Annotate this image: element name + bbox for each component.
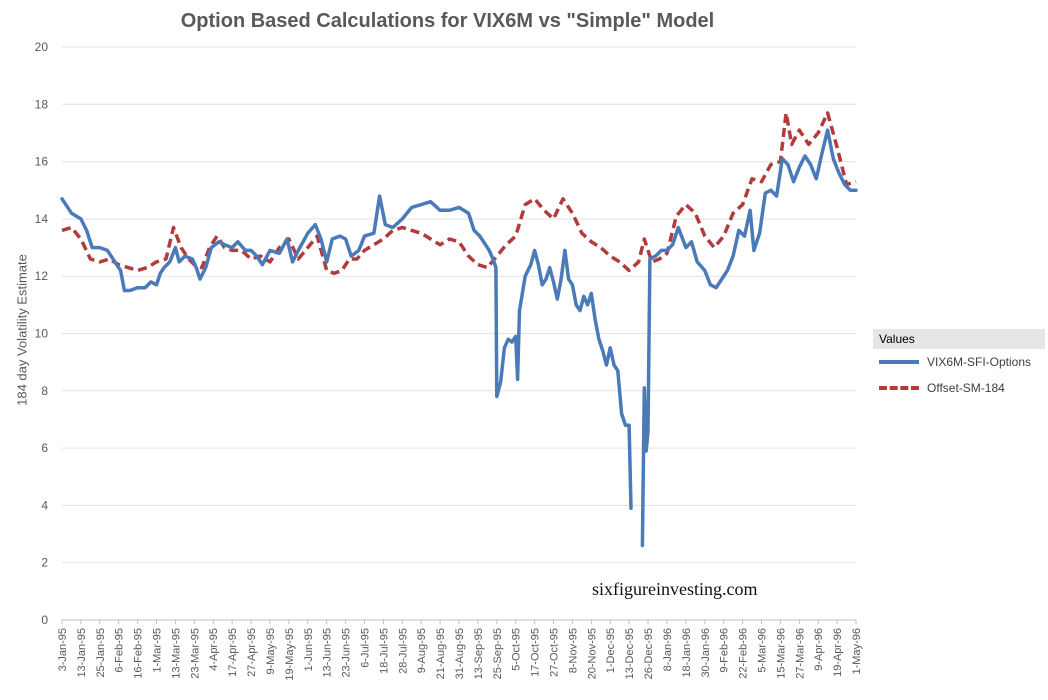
y-tick-label: 14	[35, 212, 49, 226]
y-tick-label: 18	[35, 97, 49, 111]
x-tick-label: 13-Dec-95	[624, 628, 636, 679]
gridlines	[62, 46, 856, 621]
x-tick-label: 4-Apr-95	[208, 628, 220, 671]
x-tick-label: 8-Jan-96	[662, 628, 674, 671]
x-tick-label: 13-Jun-95	[322, 628, 334, 678]
series-line-offset-sm-184	[61, 111, 857, 276]
legend-item-series-1: VIX6M-SFI-Options	[873, 349, 1045, 375]
series-line-vix6m-sfi-options	[640, 128, 858, 548]
x-tick-label: 26-Dec-95	[643, 628, 655, 679]
x-tick-label: 18-Jan-96	[681, 628, 693, 678]
x-tick-label: 15-Mar-96	[775, 628, 787, 679]
y-tick-label: 0	[41, 613, 48, 627]
y-tick-label: 20	[35, 40, 49, 54]
x-tick-label: 18-Jul-95	[378, 628, 390, 674]
x-tick-label: 27-Oct-95	[549, 628, 561, 677]
y-tick-label: 16	[35, 155, 49, 169]
x-tick-label: 16-Feb-95	[133, 628, 145, 679]
x-tick-label: 25-Jan-95	[95, 628, 107, 678]
x-tick-label: 1-Mar-95	[152, 628, 164, 673]
x-tick-label: 19-May-95	[284, 628, 296, 681]
x-tick-label: 23-Mar-95	[189, 628, 201, 679]
x-tick-label: 27-Apr-95	[246, 628, 258, 677]
x-tick-label: 13-Jan-95	[76, 628, 88, 678]
x-tick-label: 9-Aug-95	[416, 628, 428, 673]
x-tick-label: 3-Jan-95	[57, 628, 69, 671]
x-axis-ticks: 3-Jan-95 13-Jan-95 25-Jan-95 6-Feb-95 16-Feb…	[57, 620, 863, 681]
x-tick-label: 9-Feb-96	[719, 628, 731, 673]
x-tick-label: 1-Dec-95	[605, 628, 617, 673]
x-tick-label: 19-Apr-96	[832, 628, 844, 677]
x-tick-label: 22-Feb-96	[738, 628, 750, 679]
y-tick-label: 2	[41, 556, 48, 570]
x-tick-label: 5-Oct-95	[511, 628, 523, 671]
x-tick-label: 20-Nov-95	[586, 628, 598, 679]
legend-label: VIX6M-SFI-Options	[927, 355, 1032, 369]
chart-title: Option Based Calculations for VIX6M vs "…	[180, 10, 715, 32]
x-tick-label: 5-Mar-96	[756, 628, 768, 673]
x-tick-label: 1-May-96	[851, 628, 863, 674]
x-tick-label: 31-Aug-95	[454, 628, 466, 679]
legend-swatch-solid	[879, 357, 919, 367]
y-tick-label: 6	[41, 441, 48, 455]
x-tick-label: 6-Jul-95	[359, 628, 371, 668]
x-tick-label: 21-Aug-95	[435, 628, 447, 679]
legend-swatch-dashed	[879, 383, 919, 393]
x-tick-label: 9-Apr-96	[813, 628, 825, 671]
x-tick-label: 28-Jul-95	[397, 628, 409, 674]
x-tick-label: 9-May-95	[265, 628, 277, 674]
x-tick-label: 13-Mar-95	[170, 628, 182, 679]
legend: Values VIX6M-SFI-Options Offset-SM-184	[873, 329, 1045, 409]
x-tick-label: 23-Jun-95	[341, 628, 353, 678]
x-tick-label: 1-Jun-95	[303, 628, 315, 671]
x-tick-label: 6-Feb-95	[114, 628, 126, 673]
y-tick-label: 10	[35, 327, 49, 341]
watermark-text: sixfigureinvesting.com	[592, 579, 758, 599]
x-tick-label: 17-Apr-95	[227, 628, 239, 677]
legend-label: Offset-SM-184	[927, 381, 1005, 395]
y-tick-label: 8	[41, 384, 48, 398]
x-tick-label: 17-Oct-95	[530, 628, 542, 677]
y-axis-ticks: 0 2 4 6 8 10 12 14 16 18 20	[35, 40, 49, 627]
x-tick-label: 13-Sep-95	[473, 628, 485, 679]
series-line-vix6m-sfi-options	[60, 194, 633, 511]
x-tick-label: 30-Jan-96	[700, 628, 712, 678]
series-lines	[60, 111, 858, 548]
legend-title[interactable]: Values	[873, 329, 1045, 349]
x-tick-label: 27-Mar-96	[794, 628, 806, 679]
y-tick-label: 4	[41, 498, 48, 512]
x-tick-label: 25-Sep-95	[492, 628, 504, 679]
legend-item-series-2: Offset-SM-184	[873, 375, 1045, 401]
x-tick-label: 8-Nov-95	[567, 628, 579, 673]
y-tick-label: 12	[35, 269, 49, 283]
